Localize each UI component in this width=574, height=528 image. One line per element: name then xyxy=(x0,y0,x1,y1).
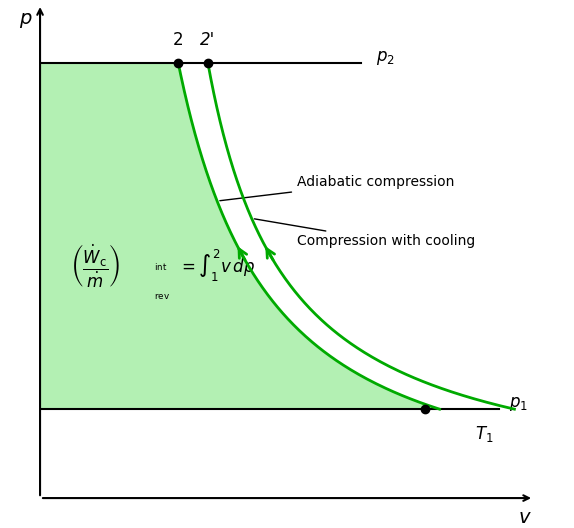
Text: 2: 2 xyxy=(173,31,184,49)
Text: 2': 2' xyxy=(200,31,216,49)
Text: p: p xyxy=(19,10,32,29)
Text: v: v xyxy=(518,508,530,527)
Text: $_{\rm rev}$: $_{\rm rev}$ xyxy=(154,289,170,302)
Text: $T_1$: $T_1$ xyxy=(475,424,493,444)
Text: $\left(\dfrac{\dot{W}_{\rm c}}{\dot{m}}\right)$: $\left(\dfrac{\dot{W}_{\rm c}}{\dot{m}}\… xyxy=(69,242,119,290)
Text: $_{\rm int}$: $_{\rm int}$ xyxy=(154,259,167,272)
Text: $= \int_{1}^{2} v\,dp$: $= \int_{1}^{2} v\,dp$ xyxy=(179,248,255,284)
Text: Adiabatic compression: Adiabatic compression xyxy=(220,175,454,201)
Text: $p_2$: $p_2$ xyxy=(376,50,395,68)
Text: $p_1$: $p_1$ xyxy=(509,395,528,413)
Text: Compression with cooling: Compression with cooling xyxy=(254,219,475,248)
Polygon shape xyxy=(40,63,440,409)
